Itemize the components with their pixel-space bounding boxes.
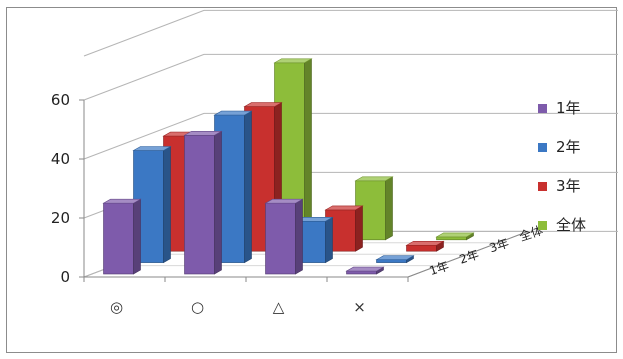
bar-top [354,176,394,182]
bar-side [244,110,252,264]
bar-side [214,130,222,275]
bar-top [405,241,445,246]
y-tick-label: 40 [51,150,70,168]
depth-label: 1年 [428,259,451,278]
bar-top [102,198,142,204]
bar-side [385,176,393,241]
bar-side [304,58,312,241]
legend-swatch [538,221,547,230]
gridline-side [83,112,205,160]
bar-top [213,110,253,116]
bar-top [243,102,283,107]
legend-swatch [538,104,547,113]
bar-top [264,198,304,204]
bar [435,232,475,241]
y-tick-label: 20 [51,209,70,227]
bar-top [324,205,364,211]
bar-front [346,270,377,275]
bar-top [132,146,172,151]
legend-swatch [538,182,547,191]
bar-top [375,255,415,261]
bar-side [163,145,171,264]
bar-side [355,205,363,252]
gridline-side [83,53,205,101]
bar [405,240,445,252]
gridline-side [83,9,205,57]
depth-label: 2年 [458,247,481,266]
category-label: ○ [191,298,204,316]
category-label: × [353,298,366,316]
bar-top [183,131,223,136]
depth-label: 3年 [488,236,511,255]
bar-side [133,198,141,275]
bars [102,58,475,275]
legend-label: 3年 [556,177,581,195]
bar-side [295,198,303,275]
bar [102,198,142,275]
bar-front [184,135,215,275]
bar [375,255,415,264]
bar-side [325,216,333,264]
legend-label: 2年 [556,138,581,156]
depth-axis-line [407,230,529,278]
legend-label: 1年 [556,99,581,117]
bar-front [103,202,134,275]
bar-top [345,266,385,272]
bar [345,266,385,275]
legend-swatch [538,143,547,152]
legend-label: 全体 [556,216,586,234]
bar [264,198,304,275]
y-tick-label: 0 [60,268,70,286]
bar [183,130,223,275]
bar-front [436,236,467,241]
bar-top [273,58,313,64]
bar-top [435,232,475,238]
category-label: △ [273,298,285,316]
bar-front [406,245,437,252]
bar-front [265,202,296,275]
category-label: ◎ [110,298,123,316]
depth-label: 全体 [517,222,544,244]
bar-front [376,259,407,263]
y-tick-label: 60 [51,91,70,109]
